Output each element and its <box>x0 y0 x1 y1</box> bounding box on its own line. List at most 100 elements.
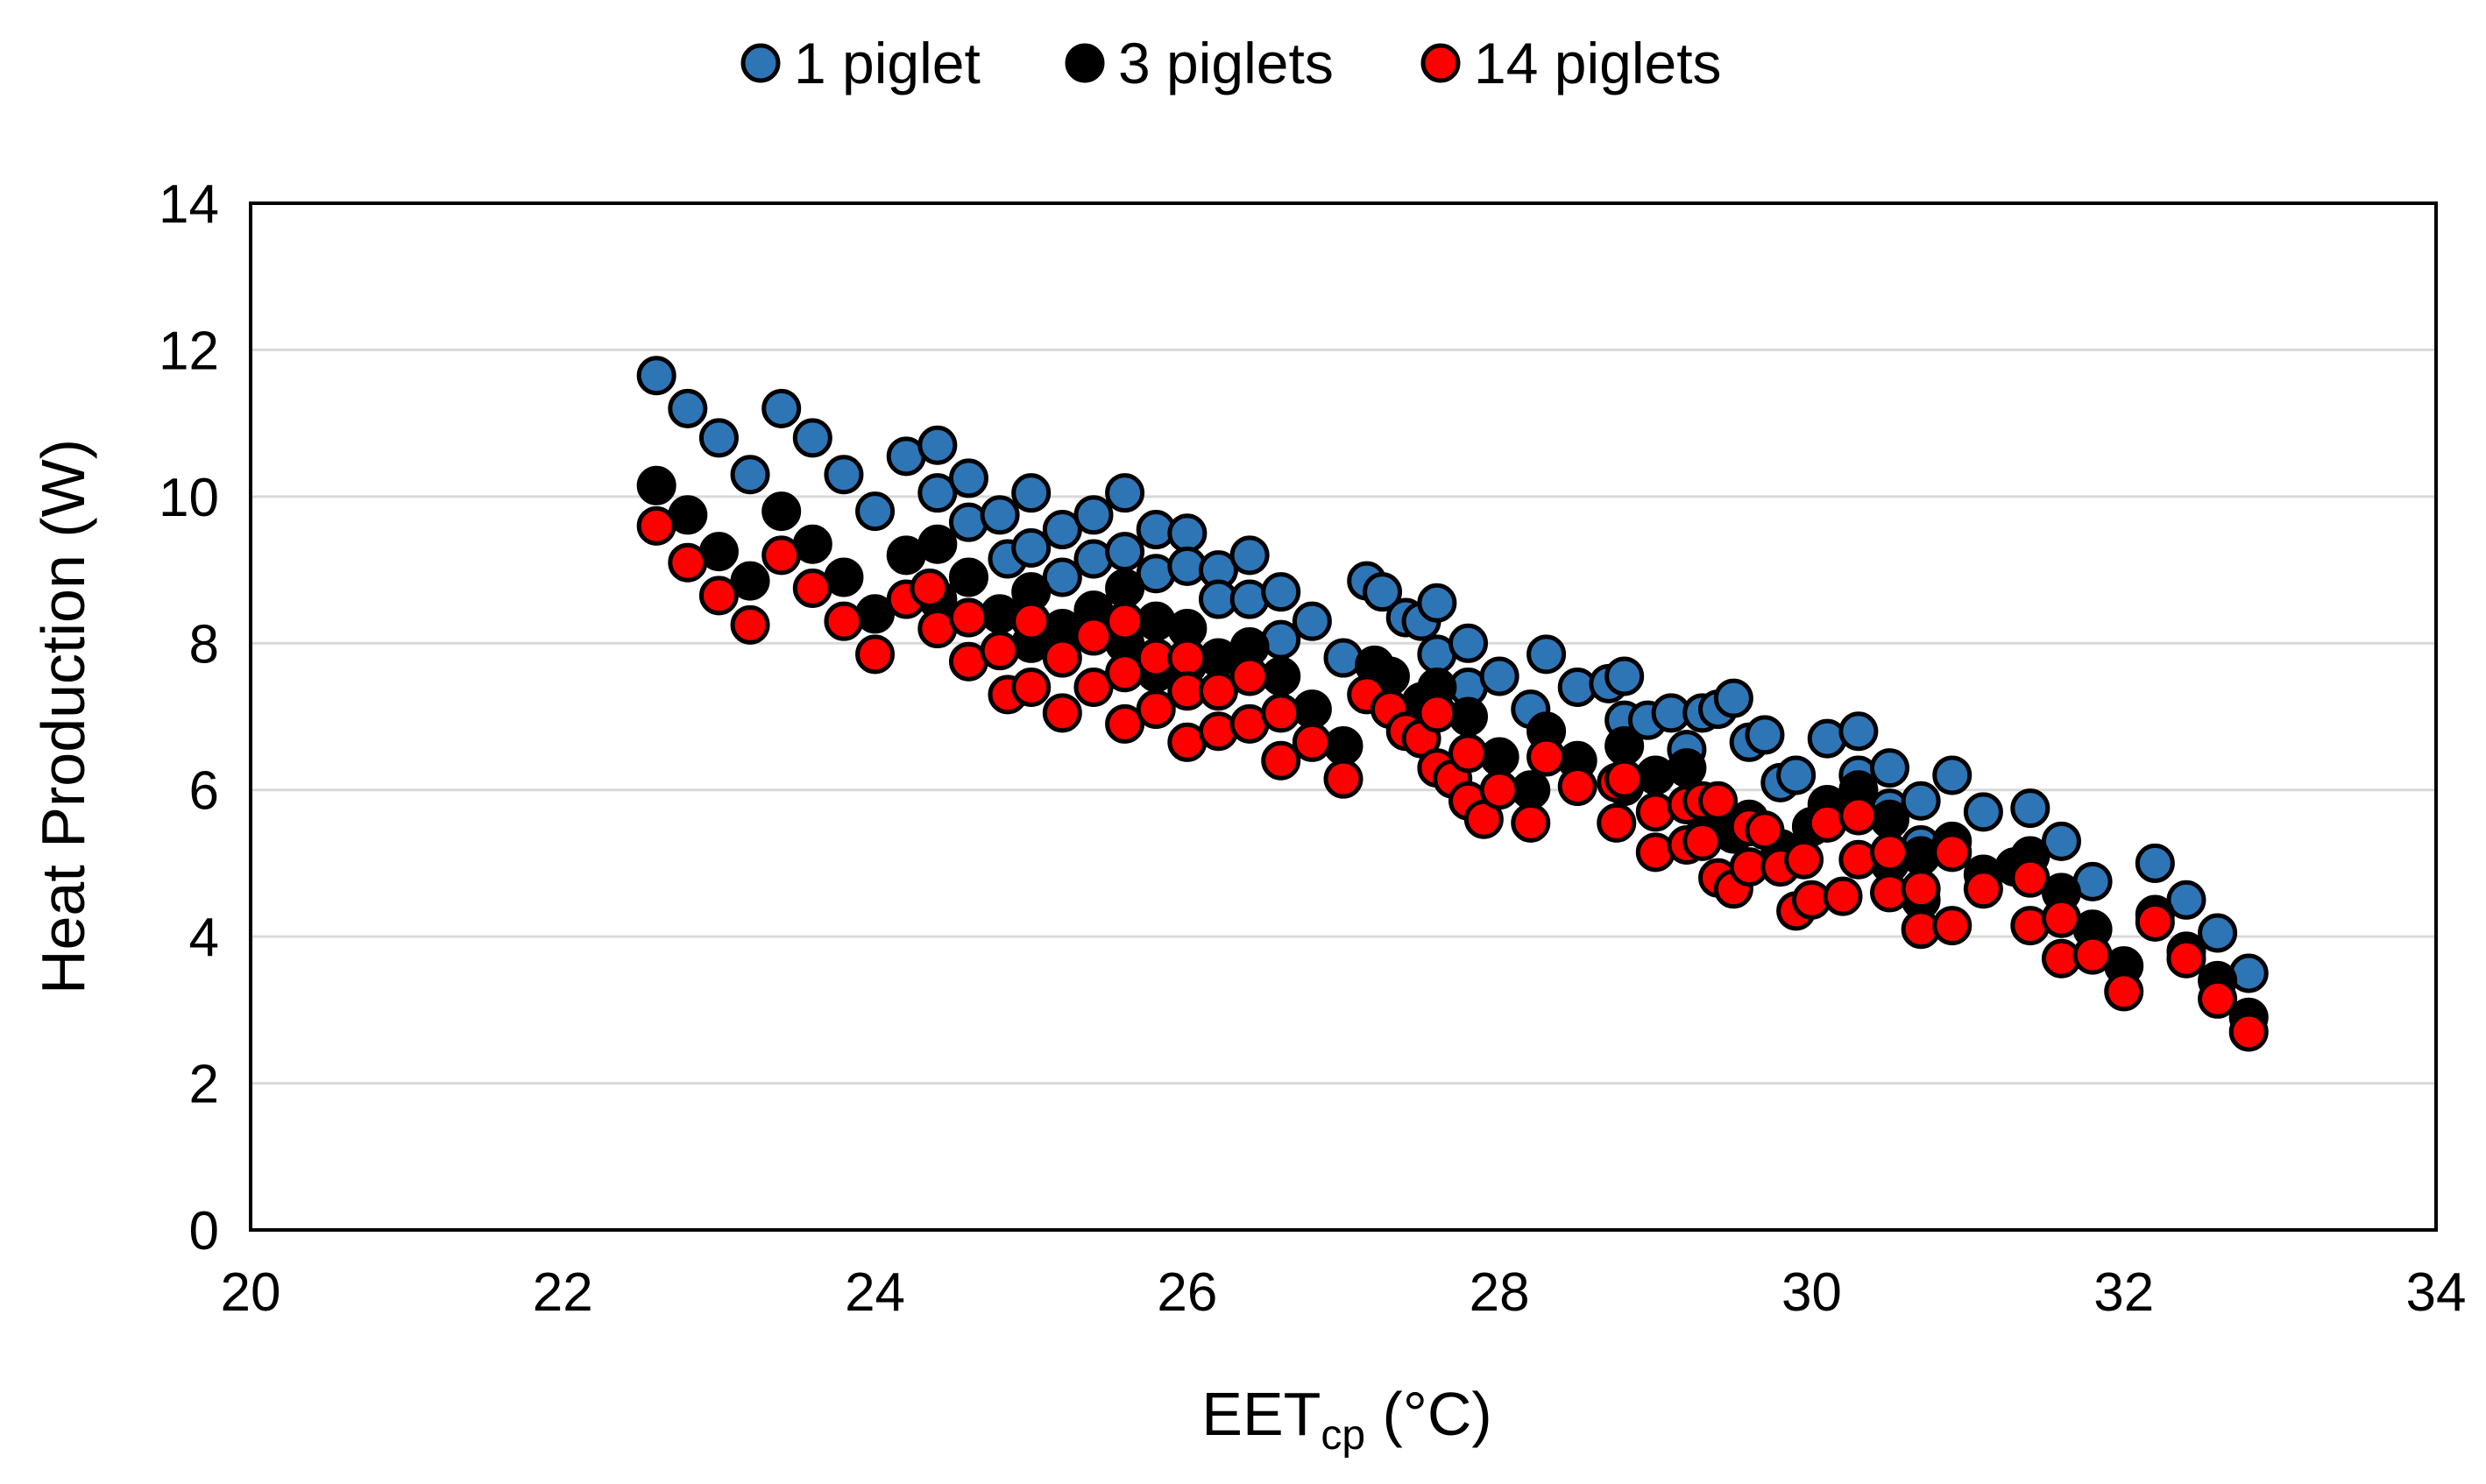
data-point <box>824 601 864 641</box>
data-point <box>1932 906 1973 946</box>
data-point <box>636 356 676 396</box>
data-point <box>1042 557 1082 597</box>
data-point <box>1105 473 1145 513</box>
data-point <box>1073 668 1114 708</box>
data-point <box>1932 755 1973 795</box>
legend: 1 piglet 3 piglets 14 piglets <box>740 31 1722 95</box>
legend-label: 1 piglet <box>794 31 981 95</box>
x-tick-label: 30 <box>1781 1262 1842 1323</box>
data-point <box>1105 532 1145 572</box>
data-point <box>1963 869 2003 909</box>
data-point <box>2010 858 2050 898</box>
legend-label: 3 piglets <box>1118 31 1334 95</box>
data-point <box>1042 638 1082 678</box>
x-tick-label: 32 <box>2093 1262 2154 1323</box>
data-point <box>761 388 802 428</box>
data-point <box>1105 703 1145 744</box>
data-point <box>2135 843 2175 883</box>
x-tick-label: 24 <box>845 1262 905 1323</box>
data-points <box>636 356 2269 1052</box>
data-point <box>1838 711 1879 752</box>
data-point <box>1167 638 1208 678</box>
data-point <box>1011 601 1052 641</box>
y-tick-label: 8 <box>189 614 219 675</box>
data-point <box>1557 767 1597 807</box>
data-point <box>2072 935 2113 975</box>
y-tick-label: 2 <box>189 1055 219 1115</box>
data-point <box>948 597 988 638</box>
series-3 <box>636 505 2269 1052</box>
data-point <box>1229 535 1270 576</box>
data-point <box>1417 693 1457 733</box>
legend-label: 14 piglets <box>1474 31 1722 95</box>
data-point <box>1963 792 2003 832</box>
data-point <box>1604 656 1645 696</box>
x-tick-label: 28 <box>1470 1262 1530 1323</box>
y-axis-ticks: 0 2 4 6 8 10 12 14 <box>159 174 219 1261</box>
data-point <box>2135 901 2175 942</box>
data-point <box>910 569 950 608</box>
data-point <box>1901 781 1941 821</box>
data-point <box>636 505 676 546</box>
data-point <box>698 576 739 616</box>
data-point <box>855 491 896 532</box>
data-point <box>1136 689 1176 730</box>
data-point <box>1745 810 1785 851</box>
data-point <box>917 425 958 465</box>
data-point <box>1901 869 1941 909</box>
data-point <box>730 561 770 601</box>
data-point <box>1011 668 1052 708</box>
data-point <box>1526 737 1567 777</box>
data-point <box>1229 656 1270 696</box>
data-point <box>2166 938 2206 979</box>
x-tick-label: 22 <box>533 1262 593 1323</box>
data-point <box>1261 693 1301 733</box>
data-point <box>1526 634 1567 675</box>
data-point <box>1448 623 1489 663</box>
data-point <box>792 418 832 458</box>
series-1 <box>636 356 2269 993</box>
y-tick-label: 10 <box>159 468 219 528</box>
x-tick-label: 34 <box>2406 1262 2467 1323</box>
data-point <box>1838 795 1879 836</box>
x-axis-title: EETcp (°C) <box>1201 1380 1491 1459</box>
data-point <box>761 491 802 532</box>
data-point <box>698 418 739 458</box>
data-point <box>761 535 802 576</box>
data-point <box>1105 653 1145 693</box>
data-point <box>1073 616 1114 656</box>
data-point <box>917 524 958 564</box>
data-point <box>1870 832 1909 873</box>
data-point <box>1870 748 1909 788</box>
data-point <box>1784 839 1824 880</box>
x-axis-title-main: EET <box>1201 1380 1321 1448</box>
x-axis-title-subscript: cp <box>1321 1412 1365 1459</box>
data-point <box>1698 781 1739 821</box>
data-point <box>1713 678 1753 718</box>
plot-area-frame <box>249 201 2438 1232</box>
data-point <box>1823 876 1863 916</box>
data-point <box>1604 759 1645 799</box>
data-point <box>2041 898 2081 938</box>
data-point <box>2041 821 2081 861</box>
x-axis-title-unit: (°C) <box>1365 1380 1492 1448</box>
data-point <box>917 473 958 513</box>
data-point <box>1011 527 1052 568</box>
data-point <box>1198 671 1238 711</box>
data-point <box>2228 1012 2269 1052</box>
y-axis-title: Heat Production (W) <box>29 439 97 994</box>
data-point <box>730 604 770 645</box>
data-point <box>1073 495 1114 535</box>
data-point <box>948 458 988 498</box>
legend-marker <box>1420 43 1461 83</box>
data-point <box>2198 913 2238 953</box>
data-point <box>668 388 708 428</box>
data-point <box>2104 972 2144 1012</box>
data-point <box>668 542 708 583</box>
data-point <box>1167 513 1208 554</box>
y-tick-label: 14 <box>159 174 219 235</box>
data-point <box>824 455 864 495</box>
data-point <box>1667 748 1707 788</box>
